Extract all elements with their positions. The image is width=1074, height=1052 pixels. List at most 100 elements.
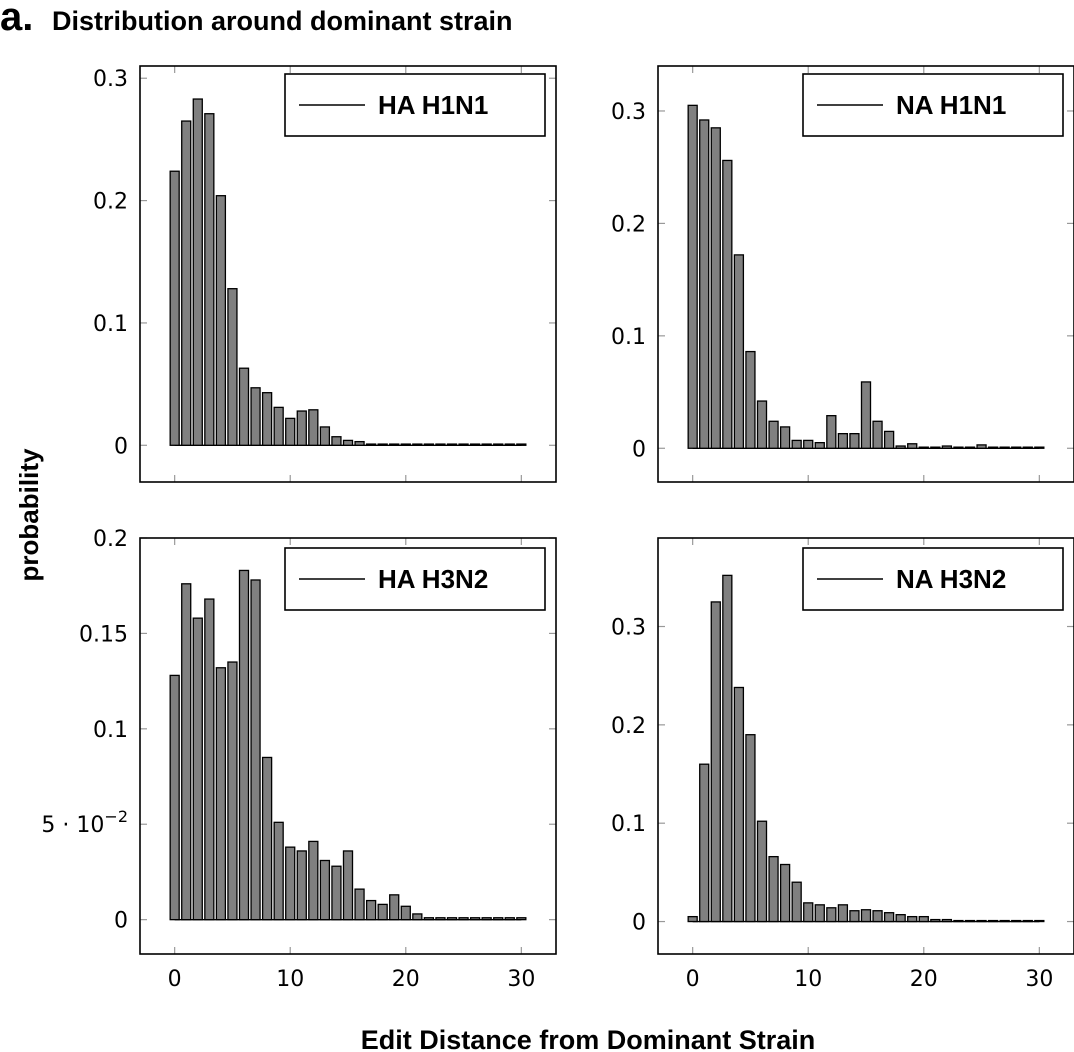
bar: [273, 821, 284, 921]
chart-panel-4: 0 0.1 0.2 0.3 0 10 20 30 NA H3N2: [611, 537, 1074, 992]
bar: [469, 917, 481, 921]
bar: [756, 820, 768, 923]
panel-letter: a.: [0, 0, 33, 39]
bar: [215, 195, 227, 446]
legend: NA H3N2: [802, 547, 1064, 611]
bar: [860, 381, 872, 449]
bar: [814, 904, 825, 923]
bar: [389, 443, 400, 446]
y-tick-label: 0.1: [611, 325, 646, 350]
bar: [285, 417, 296, 446]
bar: [319, 426, 331, 446]
bar: [826, 907, 837, 923]
bar: [895, 445, 906, 449]
bar: [354, 888, 365, 921]
bar: [308, 409, 319, 446]
chart-panels: 0 0.1 0.2 0.3 HA H1N1 0 0.1 0.2 0.3 NA H1N1 0 5 · 1…: [41, 65, 1074, 992]
bar: [446, 443, 458, 446]
bar: [469, 443, 481, 446]
y-tick-label: 0.3: [611, 616, 646, 641]
bar: [999, 446, 1010, 449]
bar: [250, 579, 261, 921]
bar: [238, 569, 250, 921]
bar: [181, 120, 192, 446]
bar: [918, 446, 929, 449]
bar: [791, 439, 802, 449]
axes-frame: [139, 65, 557, 483]
bar: [169, 674, 180, 921]
bar: [250, 387, 261, 446]
bar: [987, 919, 999, 923]
y-tick-label: 0.2: [93, 190, 128, 215]
bar: [481, 443, 492, 446]
bar: [261, 756, 273, 921]
bar: [273, 406, 284, 446]
bar: [733, 686, 745, 923]
bar: [895, 914, 906, 923]
bar: [849, 910, 860, 923]
legend-label: NA H3N2: [896, 564, 1006, 594]
bar: [342, 439, 354, 446]
bar: [423, 917, 435, 921]
bar: [930, 918, 941, 923]
bar: [285, 846, 296, 921]
bar: [261, 392, 273, 446]
bar: [883, 430, 895, 449]
bar: [458, 917, 469, 921]
y-tick-label: 0: [114, 434, 128, 459]
bar: [837, 433, 849, 449]
bar: [803, 902, 814, 923]
bar: [400, 905, 411, 921]
axes-frame: [657, 65, 1074, 483]
bar: [733, 254, 745, 449]
bar: [238, 367, 250, 446]
y-tick-label: 0.2: [93, 527, 128, 552]
bar: [710, 127, 721, 449]
chart-panel-2: 0 0.1 0.2 0.3 NA H1N1: [611, 65, 1074, 483]
axes-frame: [139, 537, 557, 955]
bar: [435, 443, 446, 446]
x-tick-label: 0: [168, 967, 182, 992]
y-tick-label: 0.1: [93, 312, 128, 337]
bar: [699, 763, 710, 923]
bar: [964, 919, 976, 923]
bar: [169, 170, 180, 446]
chart-panel-1: 0 0.1 0.2 0.3 HA H1N1: [93, 65, 557, 483]
bar: [860, 909, 872, 923]
bar: [227, 288, 238, 446]
legend-label: NA H1N1: [896, 90, 1006, 120]
bar: [181, 583, 192, 921]
bar: [342, 850, 354, 921]
y-tick-label: 0.3: [611, 100, 646, 125]
bar: [1022, 919, 1033, 923]
bar: [331, 865, 342, 921]
y-tick-label: 0.2: [611, 212, 646, 237]
bar: [435, 917, 446, 921]
y-tick-label: 0: [114, 909, 128, 934]
bar: [1034, 919, 1045, 923]
bar: [365, 899, 377, 921]
bar: [365, 443, 377, 446]
bar: [907, 915, 918, 923]
x-tick-label: 10: [794, 967, 822, 992]
bar: [192, 617, 203, 921]
bar: [849, 433, 860, 449]
bar: [504, 917, 515, 921]
bar: [756, 400, 768, 449]
bar: [814, 441, 825, 449]
y-tick-label: 0: [632, 911, 646, 936]
bar: [204, 598, 215, 921]
x-tick-label: 30: [507, 967, 535, 992]
bar: [837, 904, 849, 923]
bar: [953, 446, 964, 449]
x-tick-label: 20: [910, 967, 938, 992]
bar: [400, 443, 411, 446]
bar: [745, 734, 756, 923]
y-tick-label: 0.1: [93, 718, 128, 743]
legend: HA H3N2: [284, 547, 546, 611]
bar: [1011, 446, 1022, 449]
bar: [227, 661, 238, 921]
bar: [918, 915, 929, 923]
bar: [745, 350, 756, 449]
